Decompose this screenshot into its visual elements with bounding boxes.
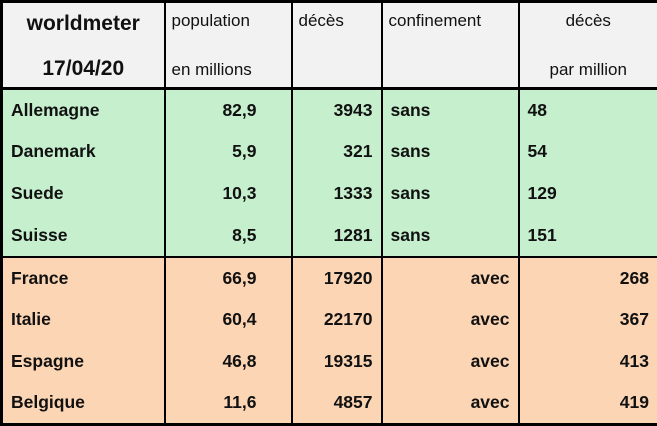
header-dpm-unit: par million [549, 60, 627, 80]
country-cell: Belgique [0, 382, 166, 425]
table-row-belgique: Belgique 11,6 4857 avec 419 [0, 382, 657, 425]
population-cell: 46,8 [163, 340, 293, 383]
country-cell: Suede [0, 172, 166, 215]
deaths-cell: 22170 [290, 298, 383, 341]
deaths-cell: 17920 [290, 255, 383, 299]
header-population: population en millions [163, 1, 293, 90]
deaths-per-million-cell: 413 [517, 340, 657, 383]
population-cell: 66,9 [163, 255, 293, 299]
header-row: worldmeter 17/04/20 population en millio… [0, 1, 657, 90]
header-population-unit: en millions [171, 60, 252, 80]
population-cell: 11,6 [163, 382, 293, 425]
confinement-cell: avec [380, 382, 520, 425]
deaths-per-million-cell: 54 [517, 130, 657, 173]
header-population-label: population [171, 11, 250, 30]
deaths-cell: 1333 [290, 172, 383, 215]
deaths-per-million-cell: 419 [517, 382, 657, 425]
deaths-per-million-cell: 268 [517, 255, 657, 299]
confinement-cell: sans [380, 130, 520, 173]
table-row-allemagne: Allemagne 82,9 3943 sans 48 [0, 88, 657, 131]
header-dpm-label: décès [565, 11, 611, 30]
header-deaths: décès [290, 1, 383, 90]
confinement-cell: sans [380, 172, 520, 215]
table-row-italie: Italie 60,4 22170 avec 367 [0, 298, 657, 341]
confinement-cell: sans [380, 214, 520, 257]
country-cell: Italie [0, 298, 166, 341]
table-row-france: France 66,9 17920 avec 268 [0, 255, 657, 299]
deaths-per-million-cell: 48 [517, 88, 657, 131]
deaths-cell: 3943 [290, 88, 383, 131]
population-cell: 60,4 [163, 298, 293, 341]
table-date: 17/04/20 [42, 56, 125, 80]
table-row-espagne: Espagne 46,8 19315 avec 413 [0, 340, 657, 383]
deaths-cell: 19315 [290, 340, 383, 383]
country-cell: France [0, 255, 166, 299]
table-row-danemark: Danemark 5,9 321 sans 54 [0, 130, 657, 173]
confinement-cell: avec [380, 255, 520, 299]
country-cell: Espagne [0, 340, 166, 383]
header-confinement: confinement [380, 1, 520, 90]
table-body: Allemagne 82,9 3943 sans 48 Danemark 5,9… [0, 88, 657, 425]
population-cell: 5,9 [163, 130, 293, 173]
deaths-per-million-cell: 151 [517, 214, 657, 257]
deaths-cell: 321 [290, 130, 383, 173]
table-row-suisse: Suisse 8,5 1281 sans 151 [0, 214, 657, 257]
table-header: worldmeter 17/04/20 population en millio… [0, 1, 657, 90]
table-row-suede: Suede 10,3 1333 sans 129 [0, 172, 657, 215]
confinement-cell: avec [380, 298, 520, 341]
table-title: worldmeter [26, 12, 140, 35]
header-deaths-label: décès [298, 11, 344, 30]
population-cell: 82,9 [163, 88, 293, 131]
country-cell: Suisse [0, 214, 166, 257]
population-cell: 8,5 [163, 214, 293, 257]
confinement-cell: avec [380, 340, 520, 383]
header-deaths-per-million: décès par million [517, 1, 657, 90]
deaths-per-million-cell: 367 [517, 298, 657, 341]
population-cell: 10,3 [163, 172, 293, 215]
country-cell: Allemagne [0, 88, 166, 131]
deaths-per-million-cell: 129 [517, 172, 657, 215]
deaths-cell: 4857 [290, 382, 383, 425]
deaths-cell: 1281 [290, 214, 383, 257]
confinement-cell: sans [380, 88, 520, 131]
header-confinement-label: confinement [388, 11, 482, 30]
country-cell: Danemark [0, 130, 166, 173]
header-source-date: worldmeter 17/04/20 [0, 1, 166, 90]
